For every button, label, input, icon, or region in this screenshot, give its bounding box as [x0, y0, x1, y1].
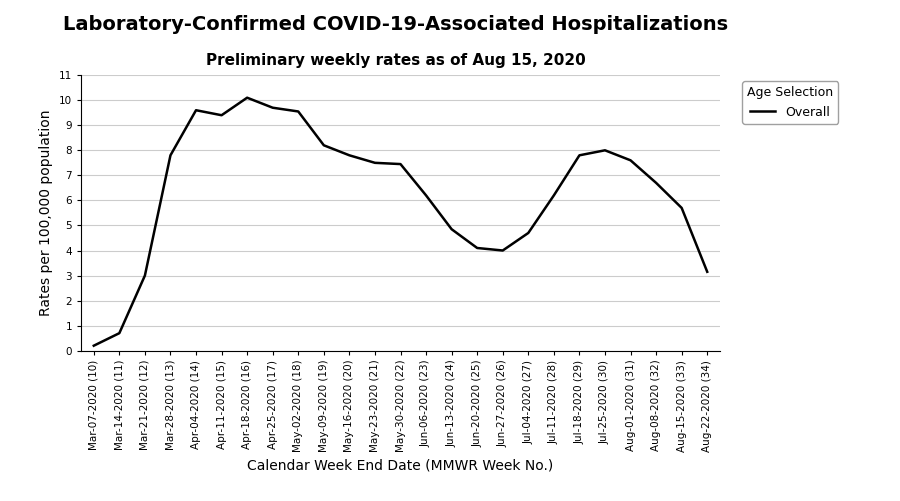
- Circle shape: [751, 433, 793, 454]
- Y-axis label: Rates per 100,000 population: Rates per 100,000 population: [40, 110, 53, 316]
- Ellipse shape: [749, 446, 795, 484]
- Text: Laboratory-Confirmed COVID-19-Associated Hospitalizations: Laboratory-Confirmed COVID-19-Associated…: [63, 15, 729, 34]
- Ellipse shape: [728, 450, 760, 458]
- Ellipse shape: [783, 450, 815, 458]
- Legend: Overall: Overall: [742, 81, 839, 124]
- Text: CDC: CDC: [824, 442, 862, 460]
- Text: Preliminary weekly rates as of Aug 15, 2020: Preliminary weekly rates as of Aug 15, 2…: [206, 53, 586, 68]
- Text: Centers for Disease
Control and
Prevention: Centers for Disease Control and Preventi…: [821, 461, 875, 479]
- X-axis label: Calendar Week End Date (MMWR Week No.): Calendar Week End Date (MMWR Week No.): [248, 458, 554, 472]
